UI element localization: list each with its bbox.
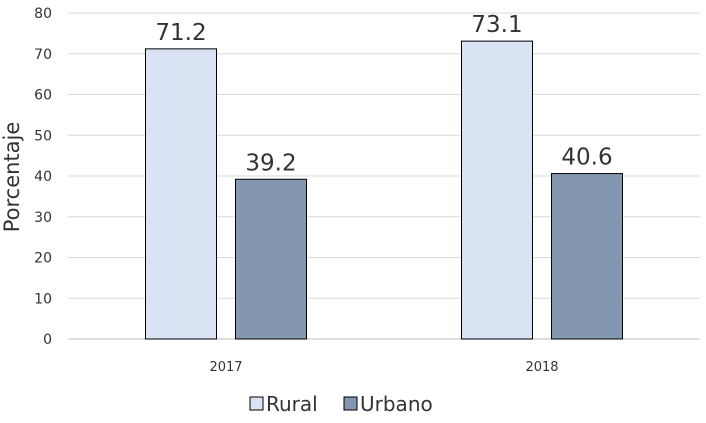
- y-tick-label: 50: [34, 128, 52, 144]
- data-labels: 71.2 39.2 73.1 40.6: [155, 12, 612, 176]
- x-category-label: 2018: [525, 360, 558, 375]
- data-label: 73.1: [471, 12, 522, 38]
- y-tick-label: 20: [34, 251, 52, 267]
- bar-urbano-2017: [235, 178, 307, 340]
- bar-rural-2018: [461, 40, 533, 340]
- legend-label-rural: Rural: [266, 392, 318, 416]
- data-label: 71.2: [155, 20, 206, 46]
- y-tick-label: 0: [43, 332, 52, 348]
- y-axis-title: Porcentaje: [0, 122, 24, 233]
- data-label: 40.6: [561, 145, 612, 171]
- bar-rural-2017: [145, 48, 217, 340]
- data-label: 39.2: [245, 150, 296, 176]
- legend: Rural Urbano: [249, 392, 433, 416]
- legend-label-urbano: Urbano: [360, 392, 433, 416]
- bar-urbano-2018: [551, 173, 623, 340]
- bars: [145, 40, 623, 340]
- x-category-label: 2017: [209, 360, 242, 375]
- y-tick-label: 40: [34, 169, 52, 185]
- legend-swatch-rural: [249, 396, 264, 411]
- y-tick-label: 60: [34, 88, 52, 104]
- y-tick-label: 70: [34, 47, 52, 63]
- y-tick-label: 30: [34, 210, 52, 226]
- y-axis-ticks: 0 10 20 30 40 50 60 70 80: [34, 6, 52, 348]
- x-axis-categories: 2017 2018: [209, 360, 558, 375]
- y-tick-label: 10: [34, 291, 52, 307]
- legend-swatch-urbano: [343, 396, 358, 411]
- y-tick-label: 80: [34, 6, 52, 22]
